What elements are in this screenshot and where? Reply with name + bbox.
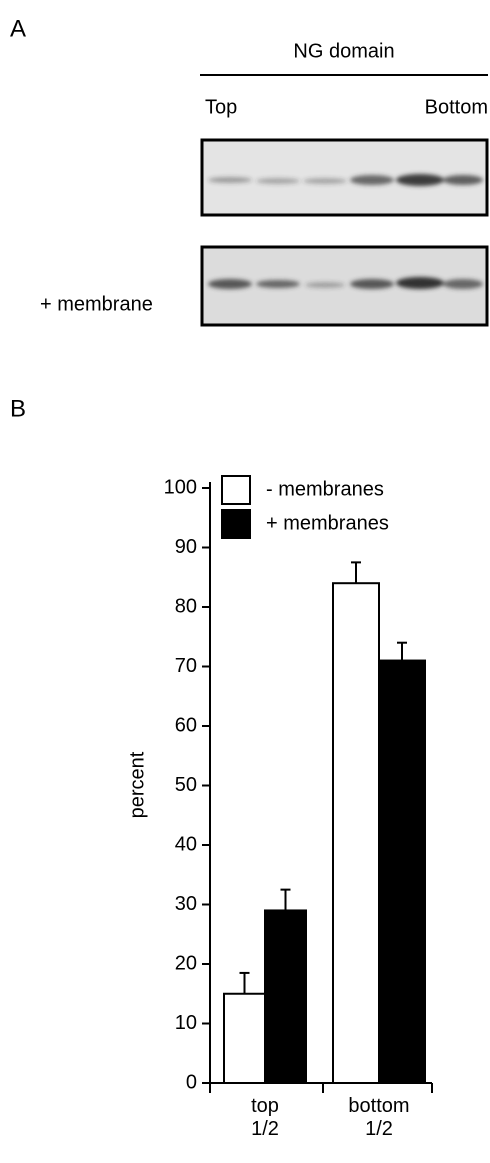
legend-label: + membranes (266, 512, 389, 534)
y-tick-label: 20 (175, 952, 197, 974)
y-tick-label: 30 (175, 893, 197, 915)
y-tick-label: 50 (175, 774, 197, 796)
y-tick-label: 100 (164, 476, 197, 498)
y-tick-label: 10 (175, 1012, 197, 1034)
x-tick-label: bottom 1/2 (344, 1095, 414, 1141)
y-tick-label: 70 (175, 655, 197, 677)
y-tick-label: 80 (175, 595, 197, 617)
figure-svg: A NG domain Top Bottom + membrane B perc… (0, 0, 490, 1163)
blot-header: NG domain (293, 40, 394, 62)
blot-right-label: Bottom (425, 96, 488, 118)
y-tick-label: 90 (175, 536, 197, 558)
panel-label: B (10, 395, 26, 422)
figure: A NG domain Top Bottom + membrane B perc… (0, 0, 490, 1163)
bar (224, 994, 265, 1083)
legend-swatch (222, 510, 250, 538)
legend-label: - membranes (266, 478, 384, 500)
legend-swatch (222, 476, 250, 504)
blot-1 (202, 140, 487, 215)
bar (265, 910, 306, 1083)
y-axis-label: percent (126, 751, 148, 818)
x-tick-label: top 1/2 (245, 1095, 285, 1141)
panel-label: A (10, 15, 26, 42)
bar (333, 583, 379, 1083)
bar (379, 661, 425, 1083)
row-label: + membrane (40, 293, 153, 315)
y-tick-label: 0 (186, 1071, 197, 1093)
y-tick-label: 60 (175, 714, 197, 736)
blot-2 (202, 247, 487, 325)
y-tick-label: 40 (175, 833, 197, 855)
blot-left-label: Top (205, 96, 237, 118)
